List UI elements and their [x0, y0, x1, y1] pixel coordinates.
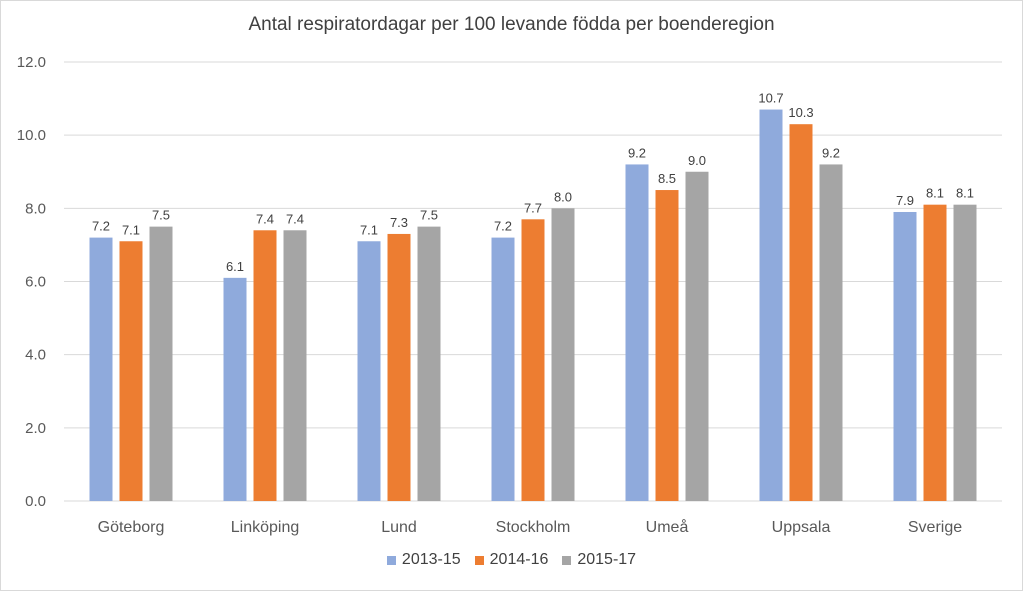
- chart-title: Antal respiratordagar per 100 levande fö…: [248, 14, 775, 35]
- y-tick-label: 6.0: [25, 274, 46, 291]
- legend-swatch: [562, 555, 572, 565]
- chart-legend: 2013-15 2014-16 2015-17: [0, 551, 1023, 569]
- legend-label: 2013-15: [401, 551, 461, 568]
- bar: [283, 230, 307, 502]
- data-label: 7.4: [256, 211, 274, 226]
- data-label: 8.1: [956, 186, 974, 201]
- legend-swatch: [386, 555, 396, 565]
- y-tick-label: 2.0: [25, 420, 46, 437]
- y-tick-label: 4.0: [25, 347, 46, 364]
- bar: [521, 219, 545, 501]
- bar: [759, 109, 783, 501]
- data-label: 7.5: [420, 208, 438, 223]
- y-tick-label: 10.0: [17, 127, 46, 144]
- y-tick-label: 8.0: [25, 200, 46, 217]
- bar: [357, 241, 381, 501]
- legend-item: 2013-15: [386, 551, 461, 569]
- legend-swatch: [474, 555, 484, 565]
- legend-item: 2014-16: [474, 551, 549, 569]
- data-label: 9.2: [628, 145, 646, 160]
- bar: [953, 204, 977, 502]
- data-label: 7.4: [286, 211, 304, 226]
- legend-item: 2015-17: [562, 551, 636, 569]
- data-label: 10.7: [758, 91, 783, 106]
- data-label: 7.2: [92, 219, 110, 234]
- x-tick-label: Umeå: [646, 518, 689, 536]
- bar: [417, 226, 441, 501]
- bar: [149, 226, 173, 501]
- bar: [89, 237, 113, 501]
- data-label: 7.7: [524, 200, 542, 215]
- legend-label: 2015-17: [577, 551, 637, 568]
- data-label: 9.0: [688, 153, 706, 168]
- bar: [923, 204, 947, 502]
- data-label: 8.1: [926, 186, 944, 201]
- data-label: 10.3: [788, 105, 813, 120]
- bar: [119, 241, 143, 501]
- bar: [819, 164, 843, 501]
- x-tick-label: Sverige: [908, 519, 962, 536]
- x-tick-label: Uppsala: [772, 519, 831, 536]
- bar: [223, 277, 247, 501]
- data-label: 6.1: [226, 259, 244, 274]
- bar: [893, 211, 917, 501]
- x-tick-label: Linköping: [231, 519, 300, 536]
- bar: [789, 124, 813, 502]
- data-label: 7.1: [360, 222, 378, 237]
- bar: [625, 164, 649, 501]
- bar: [685, 171, 709, 501]
- data-label: 7.5: [152, 208, 170, 223]
- bar: [551, 208, 575, 502]
- legend-label: 2014-16: [489, 551, 549, 568]
- x-tick-label: Stockholm: [496, 519, 571, 536]
- data-label: 7.3: [390, 215, 408, 230]
- y-tick-label: 12.0: [17, 54, 46, 71]
- x-tick-label: Göteborg: [98, 519, 165, 536]
- x-tick-label: Lund: [381, 519, 417, 536]
- y-tick-label: 0.0: [25, 493, 46, 510]
- data-label: 9.2: [822, 145, 840, 160]
- bar: [253, 230, 277, 502]
- data-label: 8.0: [554, 189, 572, 204]
- data-label: 8.5: [658, 171, 676, 186]
- data-label: 7.2: [494, 219, 512, 234]
- bar: [387, 233, 411, 502]
- data-label: 7.9: [896, 193, 914, 208]
- bar: [491, 237, 515, 501]
- data-label: 7.1: [122, 222, 140, 237]
- bar: [655, 190, 679, 501]
